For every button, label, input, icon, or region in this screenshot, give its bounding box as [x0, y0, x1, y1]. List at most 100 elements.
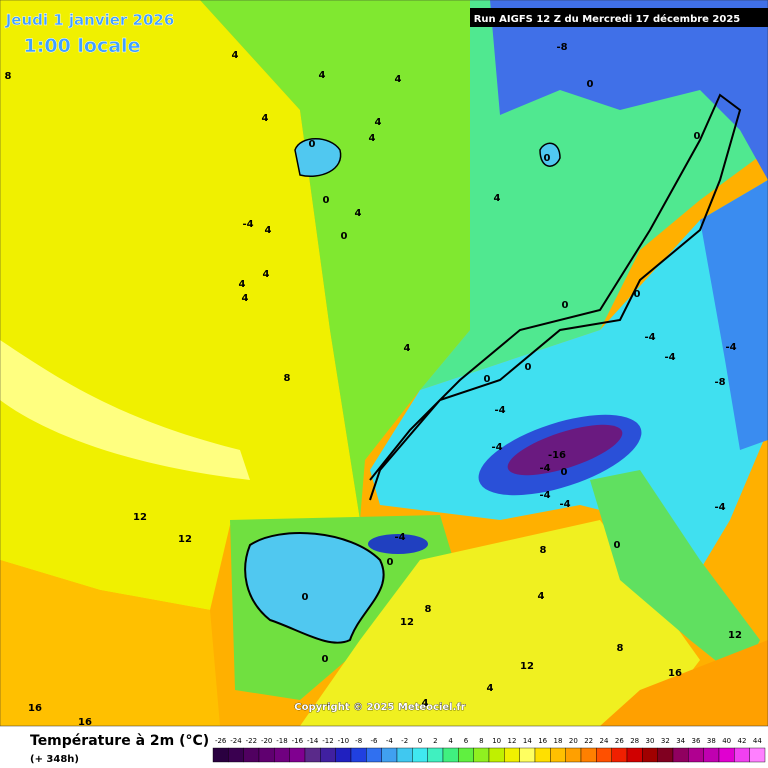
temp-zone-cyan: [370, 180, 768, 570]
scale-swatch: [672, 747, 689, 763]
contour-label: -4: [714, 502, 725, 513]
temp-zone-orange: [0, 560, 220, 726]
scale-swatch: [611, 747, 628, 763]
contour-label: 0: [544, 153, 551, 164]
scale-swatch: [580, 747, 597, 763]
contour-label: 12: [178, 534, 192, 545]
scale-label: 16: [538, 737, 547, 745]
scale-label: 4: [448, 737, 453, 745]
scale-label: 14: [523, 737, 532, 745]
scale-swatch: [212, 747, 229, 763]
temp-zone-orange-east: [600, 640, 768, 726]
contour-label: -16: [548, 450, 566, 461]
contour-label: 4: [262, 113, 269, 124]
contour-label: 0: [634, 289, 641, 300]
scale-label: 18: [554, 737, 563, 745]
contour-label: -4: [559, 499, 570, 510]
scale-label: -24: [230, 737, 242, 745]
contour-label: 8: [425, 604, 432, 615]
contour-label: 4: [375, 117, 382, 128]
contour-label: 8: [617, 643, 624, 654]
contour-label: 4: [232, 50, 239, 61]
scale-label: -12: [322, 737, 333, 745]
scale-swatch: [488, 747, 505, 763]
map-frame: [0, 0, 768, 727]
scale-label: 42: [738, 737, 747, 745]
contour-label: 4: [355, 208, 362, 219]
temp-zone-blue-east: [700, 180, 768, 450]
temp-zone-iberia-cold: [244, 532, 385, 644]
scale-label: -14: [307, 737, 319, 745]
contour-label: 4: [395, 74, 402, 85]
contour-label: 0: [694, 131, 701, 142]
scale-swatch: [657, 747, 674, 763]
temp-zone-yellow: [0, 0, 360, 610]
scale-label: 0: [418, 737, 422, 745]
contour-label: 4: [242, 293, 249, 304]
scale-swatch: [550, 747, 566, 763]
contour-label: 4: [404, 343, 411, 354]
contour-label: -8: [714, 377, 725, 388]
scale-label: -16: [292, 737, 304, 745]
contour-label: -4: [725, 342, 736, 353]
contour-label: 0: [614, 540, 621, 551]
contour-label: 4: [239, 279, 246, 290]
scale-swatch: [749, 747, 766, 763]
scale-label: -22: [246, 737, 257, 745]
contour-label: -4: [539, 463, 550, 474]
run-box: [470, 8, 768, 27]
scale-label: -26: [215, 737, 227, 745]
color-scale: -26 -24 -22 -20 -18 -16 -14 -12 -10 -8 -6 -4 -2 0 2 4 6 8…: [212, 737, 766, 763]
scale-label: -20: [261, 737, 272, 745]
run-info: Run AIGFS 12 Z du Mercredi 17 décembre 2…: [474, 13, 741, 25]
contour-label: 0: [309, 139, 316, 150]
contour-label: 0: [302, 592, 309, 603]
scale-label: 6: [464, 737, 469, 745]
temp-zone-med: [300, 520, 700, 726]
scale-swatch: [228, 747, 244, 763]
scale-swatch: [688, 747, 704, 763]
scale-swatch: [642, 747, 658, 763]
contour-label: 4: [369, 133, 376, 144]
copyright: Copyright © 2025 Meteociel.fr: [294, 702, 465, 713]
contour-label: 4: [319, 70, 326, 81]
scale-swatch: [289, 747, 306, 763]
contour-label: 0: [322, 654, 329, 665]
scale-label: 36: [692, 737, 701, 745]
scale-swatch: [258, 747, 275, 763]
scale-swatch: [596, 747, 612, 763]
contour-label: 12: [728, 630, 742, 641]
scale-label: -6: [371, 737, 379, 745]
scale-swatch: [626, 747, 643, 763]
forecast-time: 1:00 locale: [24, 35, 141, 57]
scale-label: -4: [386, 737, 394, 745]
scale-label: 32: [661, 737, 670, 745]
contour-label: 8: [540, 545, 547, 556]
temp-zone-italy: [590, 470, 760, 680]
contour-label: 0: [562, 300, 569, 311]
contour-label: 12: [133, 512, 147, 523]
scale-label: 12: [508, 737, 517, 745]
contour-label: 16: [28, 703, 42, 714]
scale-label: 30: [646, 737, 655, 745]
temp-zone-green: [200, 0, 470, 520]
scale-swatch: [335, 747, 352, 763]
contour-label: -8: [556, 42, 567, 53]
scale-swatch: [734, 747, 750, 763]
scale-swatch: [350, 747, 367, 763]
legend-subtitle: (+ 348h): [30, 754, 79, 765]
scale-label: -10: [338, 737, 349, 745]
contour-label: 12: [400, 617, 414, 628]
scale-swatch: [243, 747, 260, 763]
contour-label: 0: [341, 231, 348, 242]
forecast-date: Jeudi 1 janvier 2026: [5, 11, 175, 29]
contour-label: 4: [487, 683, 494, 694]
contour-label: 8: [5, 71, 12, 82]
scale-swatch: [412, 747, 428, 763]
scale-swatch: [534, 747, 551, 763]
contour-label: -4: [494, 405, 505, 416]
scale-swatch: [718, 747, 735, 763]
scale-label: -2: [401, 737, 408, 745]
contour-label: 8: [284, 373, 291, 384]
